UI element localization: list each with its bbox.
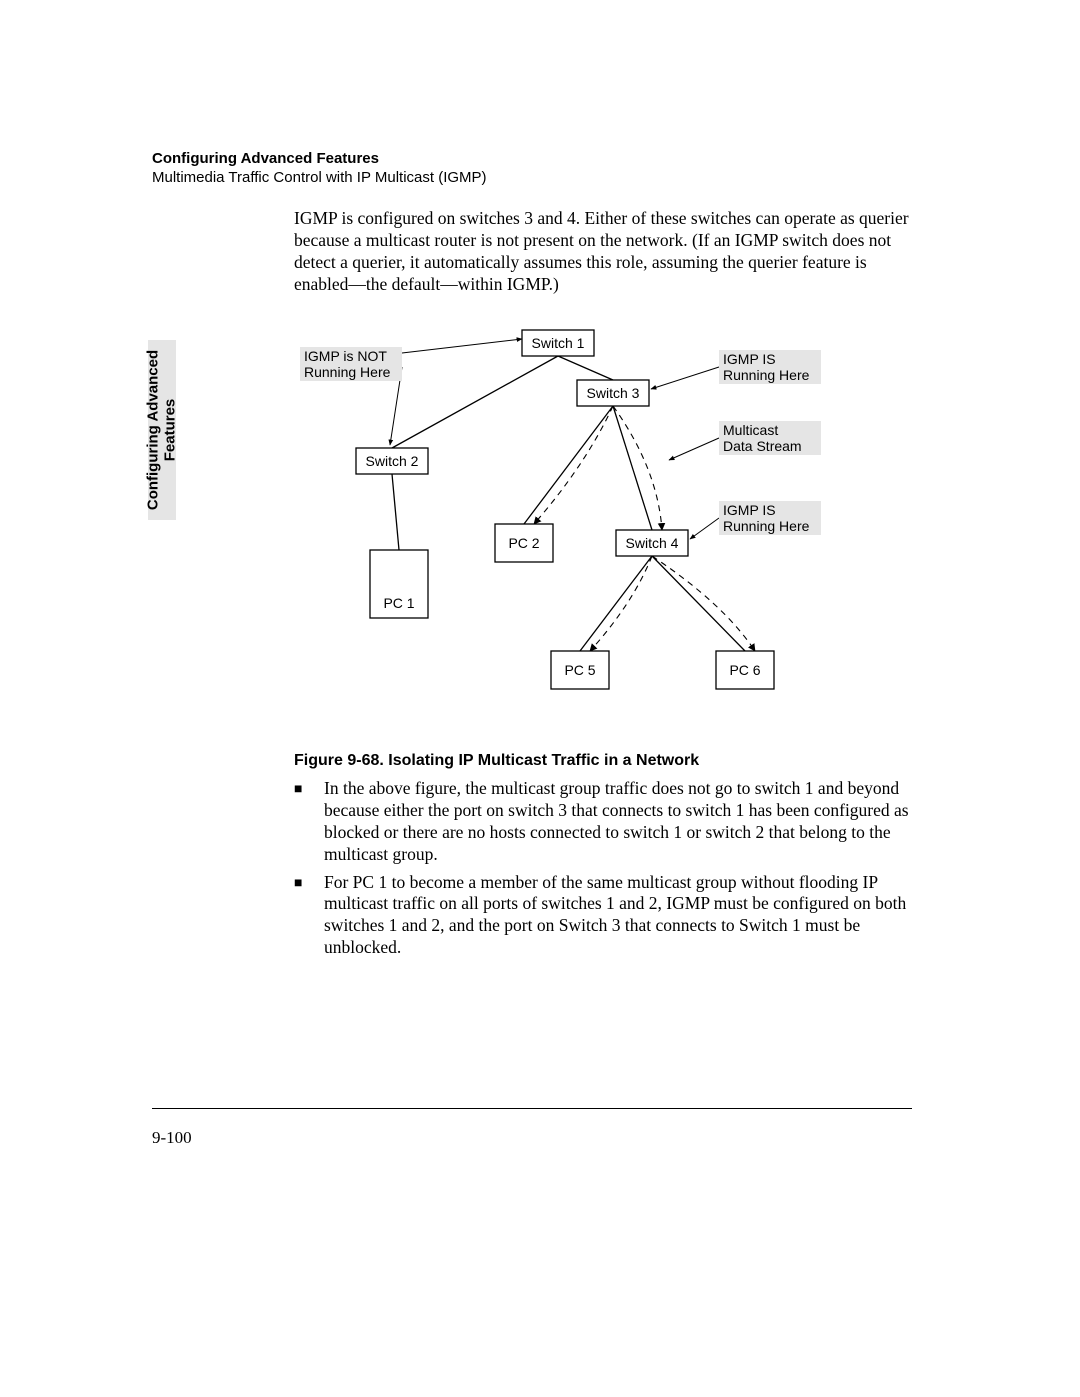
header-title: Configuring Advanced Features bbox=[152, 150, 487, 167]
side-tab: Configuring Advanced Features bbox=[148, 340, 176, 520]
svg-text:Data Stream: Data Stream bbox=[723, 438, 802, 454]
intro-paragraph: IGMP is configured on switches 3 and 4. … bbox=[294, 208, 914, 296]
side-tab-line2: Features bbox=[161, 399, 178, 462]
figure-caption: Figure 9-68. Isolating IP Multicast Traf… bbox=[294, 752, 699, 770]
svg-text:Multicast: Multicast bbox=[723, 422, 778, 438]
svg-text:IGMP is NOT: IGMP is NOT bbox=[304, 348, 387, 364]
page-header: Configuring Advanced Features Multimedia… bbox=[152, 150, 487, 186]
svg-text:Running Here: Running Here bbox=[723, 367, 810, 383]
bullet-marker-icon: ■ bbox=[294, 778, 324, 866]
svg-text:PC 5: PC 5 bbox=[564, 662, 595, 678]
bullet-text: For PC 1 to become a member of the same … bbox=[324, 872, 914, 960]
svg-text:PC 2: PC 2 bbox=[508, 535, 539, 551]
list-item: ■ For PC 1 to become a member of the sam… bbox=[294, 872, 914, 960]
svg-text:IGMP IS: IGMP IS bbox=[723, 351, 776, 367]
header-subtitle: Multimedia Traffic Control with IP Multi… bbox=[152, 169, 487, 186]
list-item: ■ In the above figure, the multicast gro… bbox=[294, 778, 914, 866]
bullet-text: In the above figure, the multicast group… bbox=[324, 778, 914, 866]
svg-text:Switch 4: Switch 4 bbox=[626, 535, 679, 551]
footer-rule bbox=[152, 1108, 912, 1109]
bullet-list: ■ In the above figure, the multicast gro… bbox=[294, 778, 914, 965]
svg-text:PC 6: PC 6 bbox=[729, 662, 760, 678]
svg-text:Running Here: Running Here bbox=[304, 364, 391, 380]
diagram-svg: IGMP is NOTRunning HereIGMP ISRunning He… bbox=[294, 305, 909, 730]
svg-text:IGMP IS: IGMP IS bbox=[723, 502, 776, 518]
side-tab-label: Configuring Advanced Features bbox=[146, 350, 179, 510]
svg-text:Switch 3: Switch 3 bbox=[587, 385, 640, 401]
network-diagram: IGMP is NOTRunning HereIGMP ISRunning He… bbox=[294, 305, 909, 730]
svg-text:Switch 1: Switch 1 bbox=[532, 335, 585, 351]
page-number: 9-100 bbox=[152, 1128, 192, 1148]
svg-text:Switch 2: Switch 2 bbox=[366, 453, 419, 469]
side-tab-line1: Configuring Advanced bbox=[145, 350, 162, 510]
svg-text:PC 1: PC 1 bbox=[383, 595, 414, 611]
bullet-marker-icon: ■ bbox=[294, 872, 324, 960]
svg-text:Running Here: Running Here bbox=[723, 518, 810, 534]
